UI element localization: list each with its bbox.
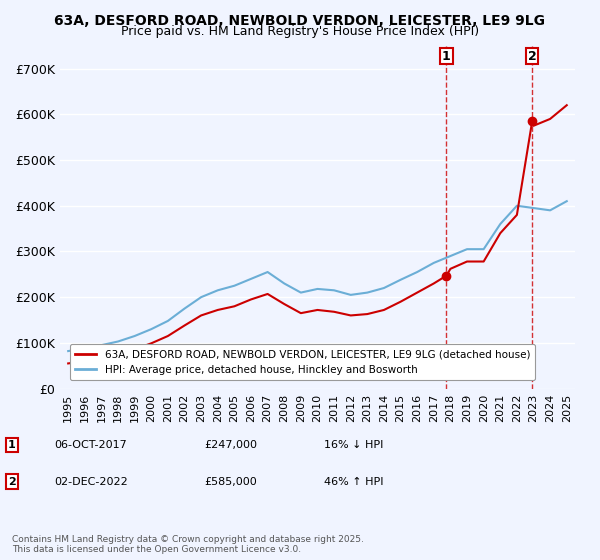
- Text: £585,000: £585,000: [204, 477, 257, 487]
- Text: £247,000: £247,000: [204, 440, 257, 450]
- Text: 06-OCT-2017: 06-OCT-2017: [54, 440, 127, 450]
- Text: 46% ↑ HPI: 46% ↑ HPI: [324, 477, 383, 487]
- Text: 16% ↓ HPI: 16% ↓ HPI: [324, 440, 383, 450]
- Text: 2: 2: [8, 477, 16, 487]
- Text: 2: 2: [528, 50, 536, 63]
- Text: Contains HM Land Registry data © Crown copyright and database right 2025.
This d: Contains HM Land Registry data © Crown c…: [12, 535, 364, 554]
- Text: 02-DEC-2022: 02-DEC-2022: [54, 477, 128, 487]
- Text: 1: 1: [442, 50, 451, 63]
- Text: 1: 1: [8, 440, 16, 450]
- Text: 63A, DESFORD ROAD, NEWBOLD VERDON, LEICESTER, LE9 9LG: 63A, DESFORD ROAD, NEWBOLD VERDON, LEICE…: [55, 14, 545, 28]
- Legend: 63A, DESFORD ROAD, NEWBOLD VERDON, LEICESTER, LE9 9LG (detached house), HPI: Ave: 63A, DESFORD ROAD, NEWBOLD VERDON, LEICE…: [70, 344, 535, 380]
- Text: Price paid vs. HM Land Registry's House Price Index (HPI): Price paid vs. HM Land Registry's House …: [121, 25, 479, 38]
